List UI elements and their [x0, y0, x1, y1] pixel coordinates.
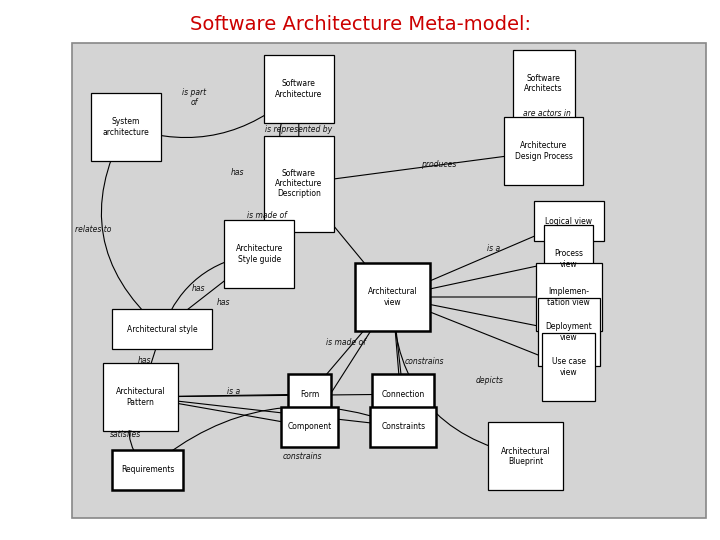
- Text: Process
view: Process view: [554, 249, 583, 269]
- Text: is a: is a: [487, 244, 500, 253]
- Text: are actors in: are actors in: [523, 109, 571, 118]
- FancyBboxPatch shape: [288, 374, 330, 414]
- Text: Connection: Connection: [382, 390, 425, 399]
- Text: is made of: is made of: [325, 339, 366, 347]
- Text: Requirements: Requirements: [121, 465, 174, 474]
- Text: is a: is a: [228, 387, 240, 396]
- Text: has: has: [217, 298, 230, 307]
- FancyBboxPatch shape: [91, 93, 161, 161]
- FancyBboxPatch shape: [513, 50, 575, 118]
- FancyBboxPatch shape: [488, 422, 563, 490]
- FancyBboxPatch shape: [281, 407, 338, 447]
- Text: Software Architecture Meta-model:: Software Architecture Meta-model:: [189, 15, 531, 34]
- Text: is part
of: is part of: [182, 87, 207, 107]
- FancyBboxPatch shape: [370, 407, 436, 447]
- Text: satisfies: satisfies: [110, 430, 142, 439]
- Text: Deployment
view: Deployment view: [546, 322, 592, 342]
- FancyBboxPatch shape: [538, 298, 600, 366]
- FancyBboxPatch shape: [542, 333, 595, 401]
- Text: constrains: constrains: [405, 357, 444, 366]
- FancyBboxPatch shape: [103, 363, 178, 431]
- FancyBboxPatch shape: [544, 225, 593, 293]
- Text: is represented by: is represented by: [265, 125, 333, 134]
- Text: Architectural style: Architectural style: [127, 325, 197, 334]
- Text: System
architecture: System architecture: [103, 117, 149, 137]
- Text: Use case
view: Use case view: [552, 357, 586, 377]
- Text: Architectural
view: Architectural view: [367, 287, 418, 307]
- FancyBboxPatch shape: [536, 263, 602, 331]
- Text: Software
Architecture
Description: Software Architecture Description: [275, 168, 323, 199]
- FancyBboxPatch shape: [372, 374, 434, 414]
- Text: Form: Form: [300, 390, 319, 399]
- Text: Architecture
Style guide: Architecture Style guide: [235, 244, 283, 264]
- FancyBboxPatch shape: [355, 263, 430, 331]
- Text: produces: produces: [421, 160, 457, 169]
- Text: Implemen-
tation view: Implemen- tation view: [547, 287, 590, 307]
- Text: Component: Component: [287, 422, 332, 431]
- FancyBboxPatch shape: [504, 117, 583, 185]
- Text: is made of: is made of: [246, 212, 287, 220]
- Text: constrains: constrains: [283, 452, 322, 461]
- FancyBboxPatch shape: [264, 136, 334, 232]
- Text: relates to: relates to: [76, 225, 112, 234]
- FancyBboxPatch shape: [112, 450, 183, 490]
- FancyBboxPatch shape: [224, 220, 294, 288]
- Text: Logical view: Logical view: [545, 217, 593, 226]
- FancyBboxPatch shape: [534, 201, 604, 241]
- Text: Software
Architecture: Software Architecture: [275, 79, 323, 99]
- Text: depicts: depicts: [476, 376, 503, 385]
- Text: Constraints: Constraints: [381, 422, 426, 431]
- FancyBboxPatch shape: [264, 55, 334, 123]
- FancyBboxPatch shape: [72, 43, 706, 518]
- Text: has: has: [138, 356, 150, 365]
- Text: Architectural
Blueprint: Architectural Blueprint: [500, 447, 551, 466]
- FancyBboxPatch shape: [112, 309, 212, 349]
- Text: Architectural
Pattern: Architectural Pattern: [115, 387, 166, 407]
- Text: Software
Architects: Software Architects: [524, 74, 563, 93]
- Text: has: has: [192, 285, 204, 293]
- Text: has: has: [231, 168, 244, 177]
- Text: Architecture
Design Process: Architecture Design Process: [515, 141, 572, 161]
